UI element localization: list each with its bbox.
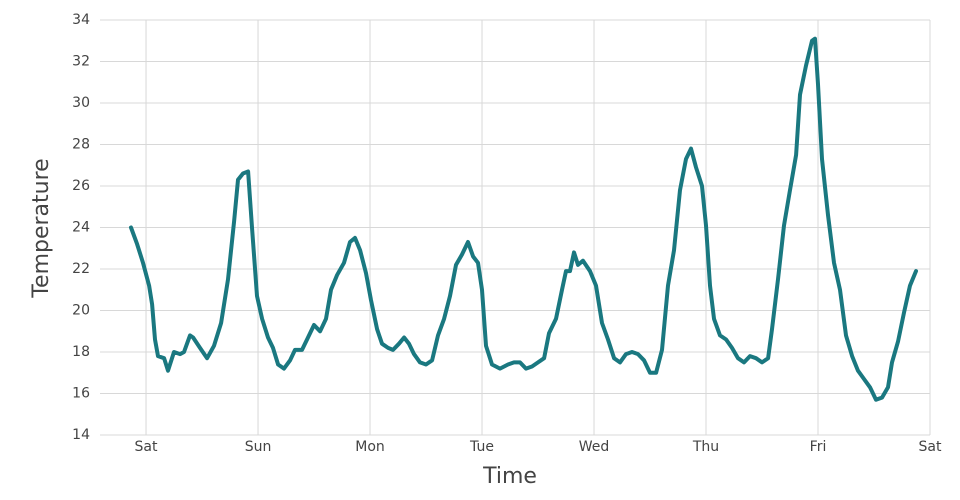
y-tick-label: 16 (72, 386, 90, 402)
y-tick-label: 14 (72, 427, 90, 443)
x-tick-label: Wed (579, 439, 610, 455)
x-tick-label: Sun (245, 439, 272, 455)
y-tick-label: 22 (72, 261, 90, 277)
y-tick-label: 18 (72, 344, 90, 360)
y-axis-title: Temperature (29, 158, 54, 298)
x-tick-label: Sat (135, 439, 158, 455)
line (129, 36, 918, 402)
y-tick-label: 34 (72, 12, 90, 28)
x-tick-label: Mon (355, 439, 385, 455)
y-tick-label: 20 (72, 303, 90, 319)
y-tick-label: 28 (72, 137, 90, 153)
x-tick-label: Thu (692, 439, 719, 455)
y-tick-label: 26 (72, 178, 90, 194)
y-tick-label: 32 (72, 54, 90, 70)
x-tick-label: Sat (919, 439, 942, 455)
y-tick-label: 24 (72, 220, 90, 236)
x-tick-label: Fri (810, 439, 827, 455)
y-tick-label: 30 (72, 95, 90, 111)
x-tick-label: Tue (469, 439, 494, 455)
x-axis-title: Time (482, 464, 537, 489)
